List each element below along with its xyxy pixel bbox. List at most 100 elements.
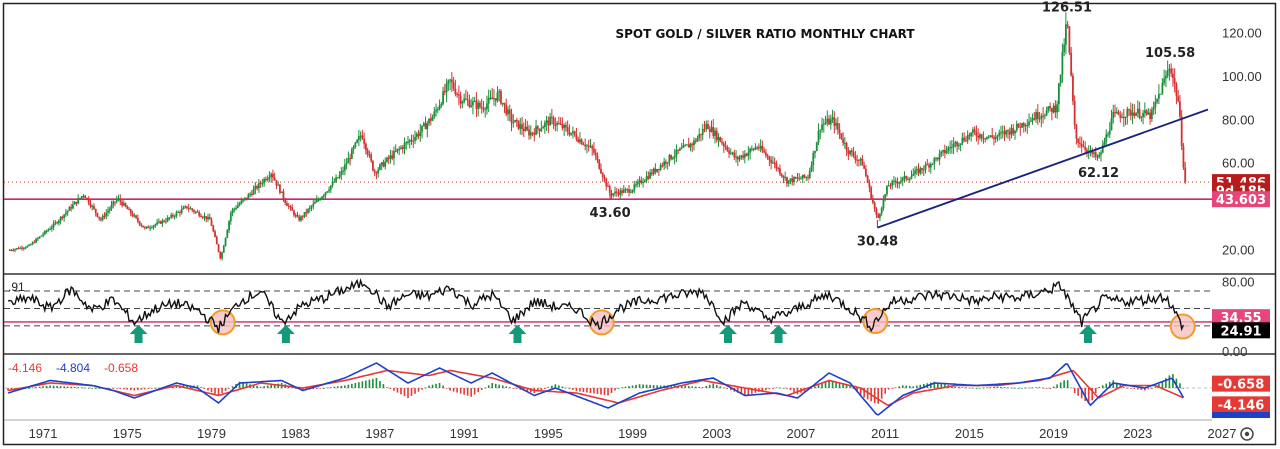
y-tick-label: 120.00 — [1222, 26, 1262, 41]
candle-body — [294, 215, 297, 217]
candle-body — [1050, 108, 1053, 113]
candle-body — [145, 226, 148, 228]
macd-histogram-bar — [301, 388, 304, 391]
rsi-line — [7, 278, 1185, 333]
macd-histogram-bar — [56, 385, 58, 388]
candle-body — [170, 214, 173, 218]
candle-body — [33, 242, 36, 244]
macd-histogram-bar — [515, 388, 518, 389]
candle-body — [398, 148, 401, 150]
candle-body — [100, 218, 102, 220]
candle-body — [559, 123, 562, 125]
candle-body — [843, 142, 846, 144]
candle-body — [433, 111, 436, 117]
macd-histogram-bar — [561, 386, 564, 388]
macd-histogram-bar — [137, 388, 139, 391]
up-arrow-icon — [129, 325, 148, 343]
candle-body — [266, 178, 269, 181]
x-tick-label: 2007 — [786, 426, 815, 441]
macd-histogram-bar — [259, 386, 262, 388]
trendline — [877, 108, 1209, 229]
candle-body — [533, 132, 536, 135]
candle-body — [1015, 123, 1018, 131]
candle-body — [456, 94, 459, 96]
candle-body — [766, 155, 769, 157]
candle-body — [810, 165, 813, 171]
candle-body — [842, 138, 844, 144]
macd-histogram-bar — [207, 388, 209, 391]
candle-body — [547, 120, 550, 126]
x-tick-label: 2015 — [955, 426, 984, 441]
macd-histogram-bar — [691, 386, 694, 388]
macd-histogram-bar — [1059, 382, 1062, 388]
candle-body — [643, 180, 646, 183]
candle-body — [584, 144, 587, 147]
candle-body — [784, 177, 787, 179]
macd-histogram-bar — [624, 386, 627, 388]
macd-histogram-bar — [319, 388, 322, 389]
candle-body — [575, 134, 578, 140]
candle-body — [512, 122, 515, 124]
settings-gear-icon[interactable] — [1240, 427, 1254, 441]
macd-histogram-bar — [575, 388, 578, 391]
macd-histogram-bar — [1126, 387, 1129, 389]
macd-histogram-bar — [403, 388, 406, 397]
candle-body — [568, 131, 571, 135]
macd-histogram-bar — [596, 388, 599, 394]
macd-histogram-bar — [438, 383, 441, 388]
macd-histogram-bar — [108, 388, 111, 389]
macd-histogram-bar — [645, 384, 648, 388]
candle-body — [379, 164, 381, 170]
candle-body — [110, 204, 113, 209]
candle-body — [814, 150, 816, 154]
candle-body — [184, 206, 187, 208]
candle-body — [987, 136, 990, 138]
candle-body — [375, 172, 378, 174]
candle-body — [849, 150, 852, 155]
candle-body — [247, 194, 250, 199]
macd-histogram-bar — [501, 385, 504, 388]
candle-body — [119, 198, 122, 202]
candle-body — [907, 179, 909, 181]
candle-body — [214, 231, 216, 237]
candle-body — [789, 178, 792, 181]
macd-histogram-bar — [712, 383, 715, 388]
candle-body — [464, 98, 467, 100]
macd-histogram-bar — [975, 388, 978, 389]
macd-histogram-bar — [382, 384, 385, 388]
candle-body — [798, 177, 801, 179]
candle-body — [845, 142, 848, 151]
time-axis: 1971 1975 1979 1983 1987 1991 1995 1999 2003 2007… — [29, 426, 1237, 441]
candle-body — [1010, 128, 1013, 135]
macd-histogram-bar — [526, 388, 529, 392]
candle-body — [1175, 83, 1178, 97]
rsi-tick-label: 0.00 — [1222, 344, 1247, 359]
candle-body — [610, 193, 613, 196]
macd-histogram-bar — [579, 388, 581, 392]
candle-body — [701, 128, 704, 135]
candle-body — [633, 184, 636, 190]
macd-histogram-bar — [751, 388, 753, 394]
candle-body — [514, 119, 516, 123]
candle-body — [496, 92, 499, 101]
candle-body — [250, 194, 253, 196]
candle-body — [636, 181, 639, 185]
candle-body — [289, 206, 292, 208]
candle-body — [654, 168, 657, 172]
candle-body — [207, 216, 209, 220]
candle-body — [1033, 118, 1036, 120]
candle-body — [812, 153, 815, 166]
candle-body — [340, 171, 343, 175]
candle-body — [757, 147, 760, 149]
macd-histogram-bar — [838, 383, 841, 388]
macd-histogram-bar — [228, 388, 230, 389]
macd-histogram-bar — [470, 388, 472, 397]
macd-histogram-bar — [831, 381, 834, 388]
candle-body — [336, 177, 339, 179]
candle-body — [947, 147, 950, 151]
candle-body — [733, 152, 736, 158]
candle-body — [308, 207, 311, 210]
candle-body — [96, 212, 99, 217]
candle-body — [754, 147, 757, 150]
candle-body — [468, 100, 471, 107]
